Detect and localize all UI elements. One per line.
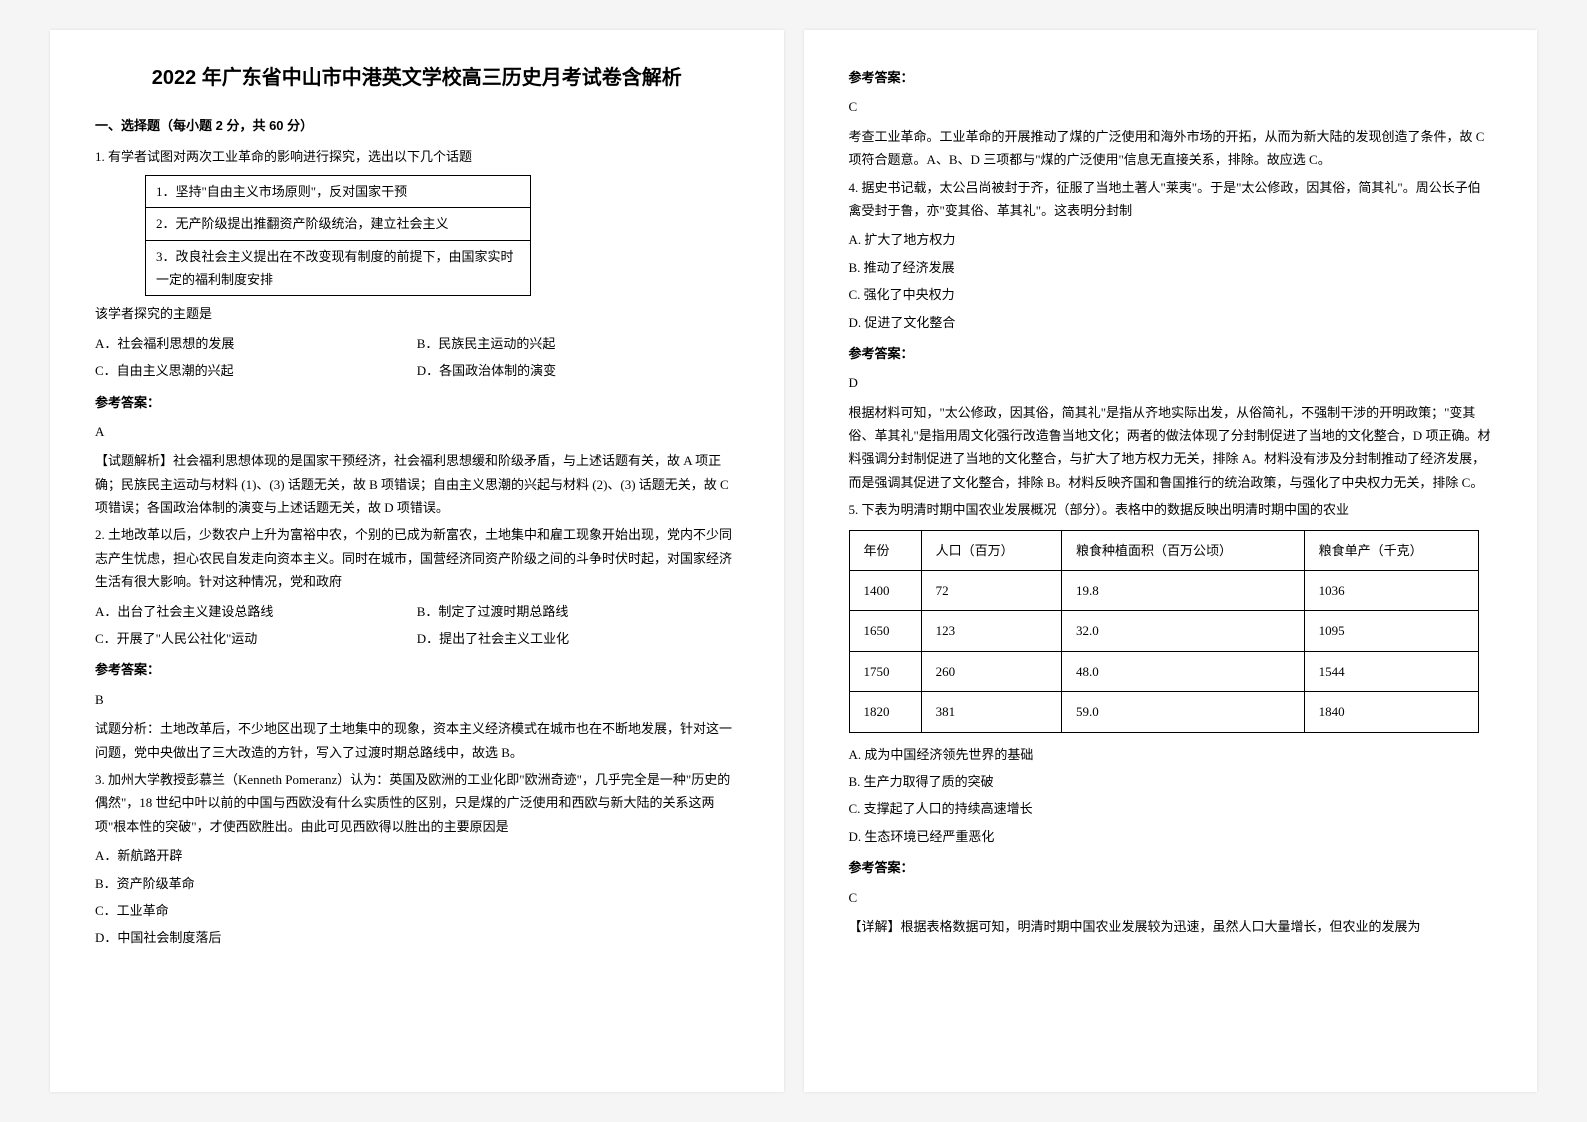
q3-opt-d: D．中国社会制度落后 xyxy=(95,924,739,951)
q4-analysis: 根据材料可知，"太公修政，因其俗，简其礼"是指从齐地实际出发，从俗简礼，不强制干… xyxy=(849,401,1493,495)
q3-analysis: 考查工业革命。工业革命的开展推动了煤的广泛使用和海外市场的开拓，从而为新大陆的发… xyxy=(849,125,1493,172)
q5-options: A. 成为中国经济领先世界的基础 B. 生产力取得了质的突破 C. 支撑起了人口… xyxy=(849,741,1493,851)
q4-stem: 4. 据史书记载，太公吕尚被封于齐，征服了当地土著人"莱夷"。于是"太公修政，因… xyxy=(849,176,1493,223)
table-cell: 1840 xyxy=(1304,692,1478,732)
q4-options: A. 扩大了地方权力 B. 推动了经济发展 C. 强化了中央权力 D. 促进了文… xyxy=(849,226,1493,336)
q1-box-row: 1．坚持"自由主义市场原则"，反对国家干预 xyxy=(146,175,531,207)
q1-stem: 1. 有学者试图对两次工业革命的影响进行探究，选出以下几个话题 xyxy=(95,145,739,168)
table-cell: 1820 xyxy=(849,692,921,732)
table-header: 人口（百万） xyxy=(921,530,1061,570)
table-cell: 1036 xyxy=(1304,571,1478,611)
q5-analysis: 【详解】根据表格数据可知，明清时期中国农业发展较为迅速，虽然人口大量增长，但农业… xyxy=(849,915,1493,938)
table-row: 1820 381 59.0 1840 xyxy=(849,692,1479,732)
q3-answer: C xyxy=(849,95,1493,118)
q4-answer: D xyxy=(849,371,1493,394)
q2-opt-d: D．提出了社会主义工业化 xyxy=(417,625,739,652)
q1-box-row: 3．改良社会主义提出在不改变现有制度的前提下，由国家实时一定的福利制度安排 xyxy=(146,240,531,296)
q4-opt-d: D. 促进了文化整合 xyxy=(849,309,1493,336)
q1-opt-a: A．社会福利思想的发展 xyxy=(95,330,417,357)
q5-answer: C xyxy=(849,886,1493,909)
q5-opt-d: D. 生态环境已经严重恶化 xyxy=(849,823,1493,850)
table-cell: 72 xyxy=(921,571,1061,611)
q5-data-table: 年份 人口（百万） 粮食种植面积（百万公顷） 粮食单产（千克） 1400 72 … xyxy=(849,530,1480,733)
q2-analysis: 试题分析：土地改革后，不少地区出现了土地集中的现象，资本主义经济模式在城市也在不… xyxy=(95,717,739,764)
table-header-row: 年份 人口（百万） 粮食种植面积（百万公顷） 粮食单产（千克） xyxy=(849,530,1479,570)
q4-opt-c: C. 强化了中央权力 xyxy=(849,281,1493,308)
q2-opt-c: C．开展了"人民公社化"运动 xyxy=(95,625,417,652)
answer-label: 参考答案： xyxy=(95,658,739,681)
q2-options: A．出台了社会主义建设总路线 B．制定了过渡时期总路线 C．开展了"人民公社化"… xyxy=(95,598,739,653)
q1-box-table: 1．坚持"自由主义市场原则"，反对国家干预 2．无产阶级提出推翻资产阶级统治，建… xyxy=(145,175,531,297)
table-cell: 1650 xyxy=(849,611,921,651)
answer-label: 参考答案： xyxy=(95,391,739,414)
q4-opt-b: B. 推动了经济发展 xyxy=(849,254,1493,281)
table-cell: 1095 xyxy=(1304,611,1478,651)
q3-opt-b: B．资产阶级革命 xyxy=(95,870,739,897)
table-row: 1750 260 48.0 1544 xyxy=(849,651,1479,691)
q3-stem: 3. 加州大学教授彭慕兰（Kenneth Pomeranz）认为：英国及欧洲的工… xyxy=(95,768,739,838)
table-cell: 48.0 xyxy=(1061,651,1304,691)
q2-opt-a: A．出台了社会主义建设总路线 xyxy=(95,598,417,625)
q1-options: A．社会福利思想的发展 B．民族民主运动的兴起 C．自由主义思潮的兴起 D．各国… xyxy=(95,330,739,385)
table-cell: 1750 xyxy=(849,651,921,691)
table-row: 1400 72 19.8 1036 xyxy=(849,571,1479,611)
table-cell: 32.0 xyxy=(1061,611,1304,651)
table-cell: 59.0 xyxy=(1061,692,1304,732)
q3-opt-a: A．新航路开辟 xyxy=(95,842,739,869)
q1-answer: A xyxy=(95,420,739,443)
q1-analysis: 【试题解析】社会福利思想体现的是国家干预经济，社会福利思想缓和阶级矛盾，与上述话… xyxy=(95,449,739,519)
q5-stem: 5. 下表为明清时期中国农业发展概况（部分）。表格中的数据反映出明清时期中国的农… xyxy=(849,498,1493,521)
answer-label: 参考答案： xyxy=(849,856,1493,879)
q3-opt-c: C．工业革命 xyxy=(95,897,739,924)
table-header: 年份 xyxy=(849,530,921,570)
q1-followup: 该学者探究的主题是 xyxy=(95,302,739,325)
q5-opt-b: B. 生产力取得了质的突破 xyxy=(849,768,1493,795)
page-left: 2022 年广东省中山市中港英文学校高三历史月考试卷含解析 一、选择题（每小题 … xyxy=(50,30,784,1092)
q3-options: A．新航路开辟 B．资产阶级革命 C．工业革命 D．中国社会制度落后 xyxy=(95,842,739,952)
q1-opt-b: B．民族民主运动的兴起 xyxy=(417,330,739,357)
q2-stem: 2. 土地改革以后，少数农户上升为富裕中农，个别的已成为新富农，土地集中和雇工现… xyxy=(95,523,739,593)
q5-opt-a: A. 成为中国经济领先世界的基础 xyxy=(849,741,1493,768)
q2-answer: B xyxy=(95,688,739,711)
q5-opt-c: C. 支撑起了人口的持续高速增长 xyxy=(849,795,1493,822)
section-header: 一、选择题（每小题 2 分，共 60 分） xyxy=(95,114,739,137)
table-cell: 19.8 xyxy=(1061,571,1304,611)
q2-opt-b: B．制定了过渡时期总路线 xyxy=(417,598,739,625)
table-header: 粮食单产（千克） xyxy=(1304,530,1478,570)
answer-label: 参考答案： xyxy=(849,66,1493,89)
exam-title: 2022 年广东省中山市中港英文学校高三历史月考试卷含解析 xyxy=(95,60,739,96)
q1-opt-c: C．自由主义思潮的兴起 xyxy=(95,357,417,384)
q1-box-row: 2．无产阶级提出推翻资产阶级统治，建立社会主义 xyxy=(146,208,531,240)
table-cell: 260 xyxy=(921,651,1061,691)
table-cell: 123 xyxy=(921,611,1061,651)
table-header: 粮食种植面积（百万公顷） xyxy=(1061,530,1304,570)
table-cell: 1544 xyxy=(1304,651,1478,691)
q4-opt-a: A. 扩大了地方权力 xyxy=(849,226,1493,253)
table-cell: 381 xyxy=(921,692,1061,732)
answer-label: 参考答案： xyxy=(849,342,1493,365)
q1-opt-d: D．各国政治体制的演变 xyxy=(417,357,739,384)
table-cell: 1400 xyxy=(849,571,921,611)
page-right: 参考答案： C 考查工业革命。工业革命的开展推动了煤的广泛使用和海外市场的开拓，… xyxy=(804,30,1538,1092)
table-row: 1650 123 32.0 1095 xyxy=(849,611,1479,651)
